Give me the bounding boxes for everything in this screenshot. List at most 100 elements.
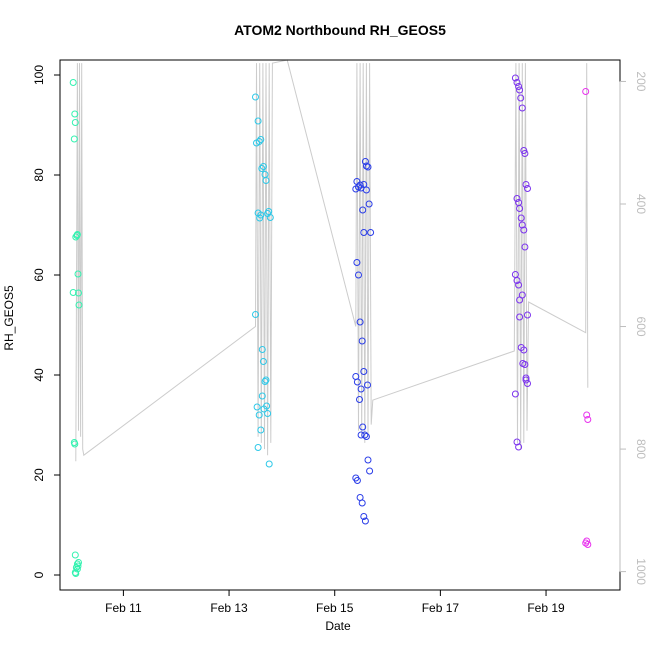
data-point (70, 135, 78, 143)
data-point (516, 205, 524, 212)
y-tick-label: 100 (32, 65, 46, 85)
data-point (259, 163, 267, 170)
data-point (366, 467, 374, 475)
data-point (356, 181, 364, 189)
data-point (356, 318, 364, 326)
data-point (515, 443, 523, 451)
data-point (71, 551, 79, 559)
y-tick-label: 80 (32, 168, 46, 182)
x-tick-label: Feb 13 (210, 601, 248, 615)
data-point (69, 289, 77, 296)
data-point (364, 456, 372, 464)
data-points-layer (69, 74, 592, 577)
data-point (520, 226, 528, 234)
data-point (74, 270, 82, 278)
data-point (258, 165, 266, 172)
data-point (362, 162, 370, 170)
data-point (253, 403, 261, 411)
data-point (365, 200, 373, 208)
data-point (254, 117, 262, 125)
data-point (358, 337, 366, 345)
data-point (73, 231, 81, 238)
data-point (258, 346, 266, 353)
data-point (266, 214, 274, 221)
data-point (521, 243, 529, 251)
data-point (252, 93, 259, 101)
series-segment-3 (352, 158, 375, 525)
y-tick-label: 0 (32, 571, 46, 578)
data-point (513, 79, 521, 86)
plot-frame (59, 59, 621, 591)
data-point (73, 560, 81, 568)
data-point (257, 136, 265, 143)
y2-tick-label: 400 (634, 194, 648, 214)
data-point (524, 185, 531, 192)
data-point (357, 431, 365, 439)
data-point (262, 376, 270, 384)
y2-tick-label: 800 (634, 439, 648, 459)
data-point (513, 277, 521, 284)
data-point (367, 229, 375, 236)
series-segment-4 (511, 74, 531, 451)
data-point (360, 229, 368, 236)
y-tick-label: 40 (32, 368, 46, 382)
data-point (353, 378, 361, 386)
data-point (258, 392, 266, 400)
data-point (364, 163, 372, 171)
x-axis: Feb 11 Feb 13 Feb 15 Feb 17 Feb 19 (105, 589, 565, 615)
data-point (517, 214, 525, 222)
chart-title: ATOM2 Northbound RH_GEOS5 (234, 22, 446, 38)
data-point (521, 361, 529, 368)
data-point (584, 541, 592, 548)
data-point (75, 289, 82, 297)
data-point (516, 86, 524, 94)
x-tick-label: Feb 19 (527, 601, 565, 615)
data-point (257, 211, 265, 219)
y2-tick-label: 200 (634, 71, 648, 91)
pressure-trace-layer (75, 59, 589, 462)
data-point (265, 460, 273, 468)
data-point (69, 79, 77, 86)
secondary-y-axis: 200 400 600 800 1000 (619, 71, 648, 585)
data-point (582, 539, 590, 547)
x-tick-label: Feb 15 (316, 601, 354, 615)
y2-tick-label: 1000 (634, 558, 648, 585)
y-tick-label: 60 (32, 268, 46, 282)
data-point (255, 411, 263, 419)
data-point (522, 376, 530, 384)
data-point (254, 444, 262, 451)
data-point (256, 214, 264, 222)
data-point (361, 431, 369, 439)
x-axis-label: Date (325, 619, 351, 633)
data-point (257, 426, 265, 434)
x-tick-label: Feb 17 (422, 601, 460, 615)
data-point (361, 158, 369, 165)
pressure-trace-line (75, 59, 589, 462)
x-tick-label: Feb 11 (105, 601, 142, 615)
data-point (524, 311, 531, 319)
data-point (515, 281, 523, 289)
data-point (252, 311, 259, 318)
data-point (355, 271, 362, 279)
data-point (263, 402, 271, 410)
data-point (515, 83, 523, 90)
data-point (511, 271, 519, 278)
data-point (359, 206, 367, 214)
data-point (361, 517, 369, 525)
y-tick-label: 20 (32, 468, 46, 482)
data-point (584, 416, 592, 423)
data-point (518, 104, 526, 112)
data-point (73, 565, 81, 573)
series-segment-2 (252, 93, 274, 468)
data-point (255, 138, 263, 145)
data-point (511, 74, 519, 82)
data-point (261, 378, 269, 385)
data-point (353, 259, 361, 266)
series-segment-1 (69, 79, 83, 577)
data-point (513, 438, 521, 446)
data-point (582, 88, 590, 95)
data-point (360, 368, 368, 375)
data-point (71, 110, 79, 118)
data-point (262, 177, 270, 184)
